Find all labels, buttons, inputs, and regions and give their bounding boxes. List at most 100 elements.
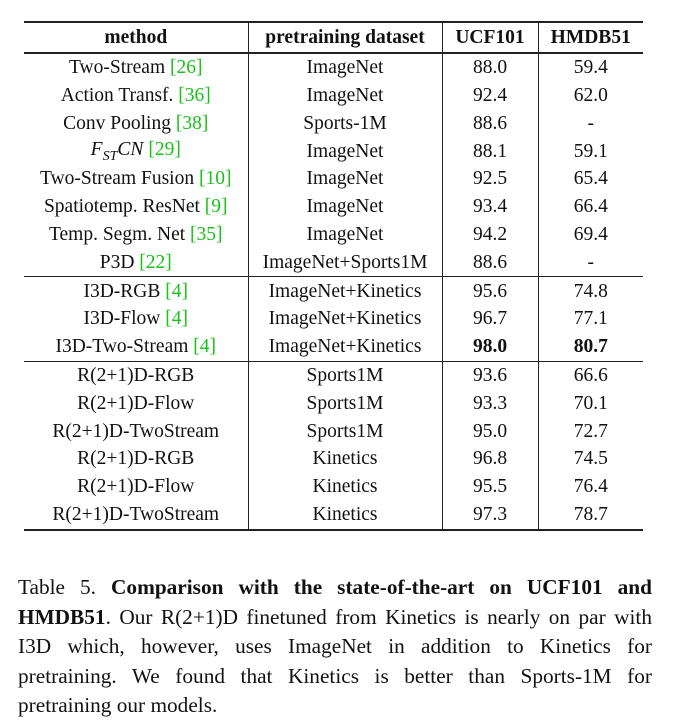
citation-link[interactable]: [38] [175,112,209,134]
cell-method: I3D-Two-Stream [4] [24,332,249,362]
method-name: I3D-RGB [83,280,161,302]
cell-method: R(2+1)D-RGB [24,361,249,390]
cell-hmdb51: 69.4 [573,223,608,245]
cell-hmdb51: 78.7 [573,503,608,525]
table-row: R(2+1)D-Flow Sports1M 93.3 70.1 [24,389,643,418]
cell-dataset: Kinetics [248,472,443,501]
citation-number: 26 [176,57,197,79]
cell-method: I3D-RGB [4] [24,276,249,306]
table-row: I3D-Flow [4] ImageNet+Kinetics 96.7 77.1 [24,305,643,333]
cell-ucf101: 96.7 [442,305,539,333]
method-math-base: F [90,138,103,160]
cell-hmdb51: 66.4 [573,196,608,218]
citation-link[interactable]: [29] [148,138,181,160]
cell-hmdb51: 72.7 [573,420,608,442]
table-row: Temp. Segm. Net [35] ImageNet 94.2 69.4 [24,220,643,249]
cell-dataset: ImageNet [248,192,443,221]
method-name: I3D-Flow [83,308,161,330]
cell-dataset: Kinetics [248,445,443,473]
citation-link[interactable]: [4] [193,336,217,358]
cell-method: Two-Stream Fusion [10] [24,165,249,193]
cell-dataset: Sports1M [248,417,443,446]
table-header: method pretraining dataset UCF101 HMDB51 [24,22,643,53]
citation-link[interactable]: [36] [178,84,211,106]
cell-hmdb51: 62.0 [573,84,608,106]
cell-ucf101: 95.0 [442,417,539,446]
method-name: R(2+1)D-RGB [77,448,195,470]
method-math-rest: CN [117,138,144,160]
citation-link[interactable]: [22] [139,251,172,273]
table-row: R(2+1)D-RGB Kinetics 96.8 74.5 [24,445,643,473]
cell-method: Two-Stream [26] [24,53,249,82]
table-group-prior-work: Two-Stream [26] ImageNet 88.0 59.4 Action Tr… [24,53,643,277]
table-row: R(2+1)D-Flow Kinetics 95.5 76.4 [24,472,643,501]
cell-ucf101: 98.0 [442,332,539,362]
method-name: R(2+1)D-Flow [77,476,195,498]
cell-method: R(2+1)D-Flow [24,389,249,418]
method-name: R(2+1)D-RGB [77,364,195,386]
cell-dataset: ImageNet [248,137,443,166]
cell-hmdb51: 74.5 [573,448,608,470]
citation-number: 9 [211,196,222,218]
table-row: R(2+1)D-TwoStream Kinetics 97.3 78.7 [24,500,643,530]
header-row: method pretraining dataset UCF101 HMDB51 [24,22,643,53]
table-row: I3D-RGB [4] ImageNet+Kinetics 95.6 74.8 [24,276,643,306]
table-row: P3D [22] ImageNet+Sports1M 88.6- [24,248,643,277]
table-row: FSTCN [29] ImageNet 88.1 59.1 [24,137,643,166]
cell-dataset: ImageNet+Sports1M [248,248,443,277]
citation-link[interactable]: [35] [190,223,223,245]
method-name: R(2+1)D-TwoStream [52,420,220,442]
cell-hmdb51: 59.1 [573,140,608,162]
cell-method: Temp. Segm. Net [35] [24,220,249,249]
cell-ucf101: 94.2 [442,220,539,249]
cell-dataset: ImageNet [248,220,443,249]
cell-ucf101: 95.5 [442,472,539,501]
table-row: Conv Pooling [38] Sports-1M 88.6- [24,109,643,138]
citation-number: 4 [199,336,210,358]
cell-hmdb51: 76.4 [573,476,608,498]
table-row: R(2+1)D-RGB Sports1M 93.6 66.6 [24,361,643,390]
cell-hmdb51: 65.4 [573,168,608,190]
cell-dataset: Sports1M [248,389,443,418]
table-row: Spatiotemp. ResNet [9] ImageNet 93.4 66.4 [24,192,643,221]
cell-dataset: ImageNet [248,165,443,193]
method-name: Two-Stream Fusion [40,168,195,190]
cell-ucf101: 88.1 [442,137,539,166]
cell-method: R(2+1)D-RGB [24,445,249,473]
citation-link[interactable]: [4] [165,280,189,302]
caption-body: . Our R(2+1)D finetuned from Kinetics is… [18,604,652,718]
header-method: method [24,22,249,53]
cell-ucf101: 92.5 [442,165,539,193]
cell-dataset: Sports-1M [248,109,443,138]
table-row: I3D-Two-Stream [4] ImageNet+Kinetics 98.0 8… [24,332,643,362]
table-group-i3d: I3D-RGB [4] ImageNet+Kinetics 95.6 74.8 I3D-… [24,276,643,362]
method-name: Two-Stream [69,57,166,79]
citation-number: 29 [154,138,175,160]
table-caption: Table 5. Comparison with the state-of-th… [18,573,652,721]
cell-hmdb51: 59.4 [573,57,608,79]
table-row: Action Transf. [36] ImageNet 92.4 62.0 [24,81,643,110]
table-row: R(2+1)D-TwoStream Sports1M 95.0 72.7 [24,417,643,446]
cell-dataset: ImageNet+Kinetics [248,332,443,362]
citation-link[interactable]: [4] [165,308,189,330]
citation-link[interactable]: [9] [204,196,228,218]
method-math-sub: ST [102,147,118,164]
cell-method: P3D [22] [24,248,249,277]
cell-method: R(2+1)D-Flow [24,472,249,501]
citation-link[interactable]: [26] [170,57,203,79]
header-ucf101: UCF101 [442,22,539,53]
cell-hmdb51: 74.8 [573,280,608,302]
header-pretraining-dataset: pretraining dataset [248,22,443,53]
cell-ucf101: 88.0 [442,53,539,82]
cell-ucf101: 95.6 [442,276,539,306]
citation-link[interactable]: [10] [198,168,232,190]
citation-number: 38 [182,112,202,134]
comparison-table: method pretraining dataset UCF101 HMDB51… [24,21,643,531]
cell-method: Conv Pooling [38] [24,109,249,138]
cell-method: Spatiotemp. ResNet [9] [24,192,249,221]
citation-number: 4 [171,308,182,330]
method-name: Temp. Segm. Net [48,223,186,245]
cell-dataset: ImageNet [248,53,443,82]
cell-ucf101: 93.6 [442,361,539,390]
